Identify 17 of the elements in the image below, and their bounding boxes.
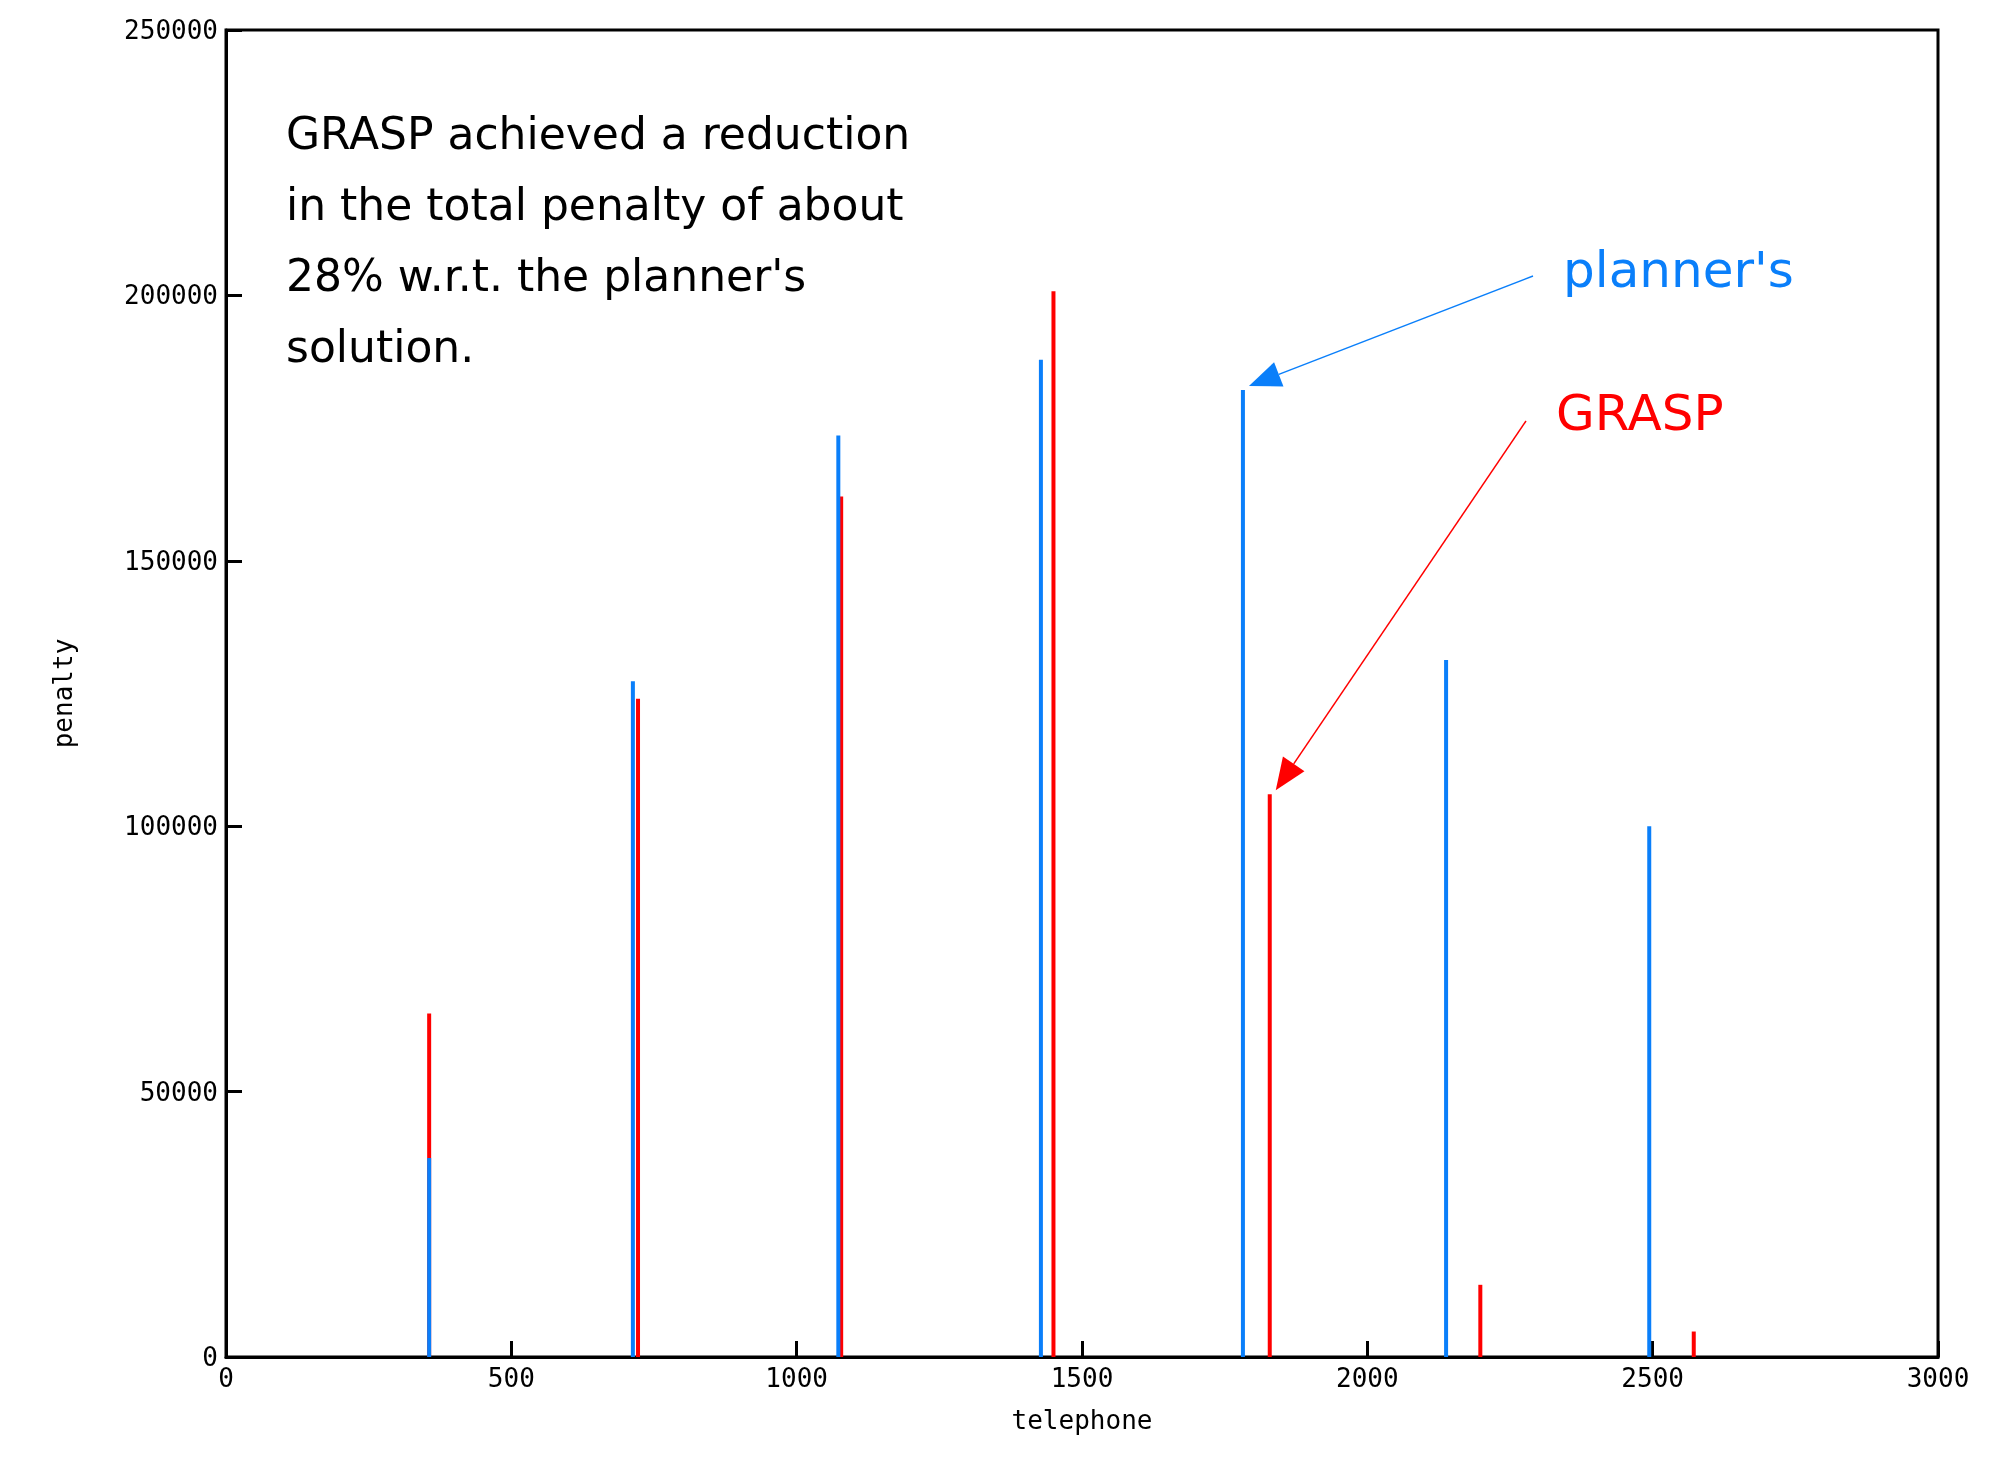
x-tick-label: 2500 — [1621, 1363, 1684, 1393]
text: GRASP — [1556, 384, 1724, 442]
y-tick-label: 150000 — [124, 545, 218, 576]
y-tick-label: 50000 — [139, 1076, 218, 1107]
x-tick-label: 1000 — [765, 1363, 828, 1393]
x-tick-label: 2000 — [1336, 1363, 1399, 1393]
y-tick-label: 0 — [202, 1342, 218, 1372]
annotation: GRASP achieved a reduction in the total penalty of about 28% w.r.t. the planner's solution. — [286, 108, 911, 372]
y-tick-label: 100000 — [124, 811, 218, 842]
y-axis-title: penalty — [48, 638, 78, 749]
x-tick-label: 3000 — [1906, 1363, 1970, 1393]
x-tick-label: 500 — [487, 1363, 535, 1393]
x-axis-title: telephone — [1011, 1405, 1153, 1435]
y-tick-label: 200000 — [124, 280, 218, 311]
text: planner's — [1563, 241, 1794, 299]
x-tick-label: 1500 — [1050, 1363, 1114, 1393]
y-tick-label: 250000 — [124, 15, 218, 45]
